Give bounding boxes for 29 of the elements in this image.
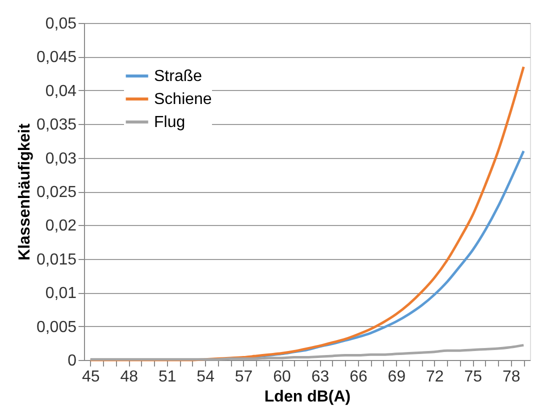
y-tick-label: 0,03	[45, 150, 77, 168]
x-tick-label: 57	[234, 368, 253, 386]
legend-label: Straße	[154, 68, 202, 85]
x-tick-label: 60	[273, 368, 292, 386]
x-tick-label: 69	[388, 368, 406, 386]
y-tick-label: 0,005	[36, 318, 77, 336]
y-tick-label: 0,015	[36, 251, 77, 268]
x-tick-label: 75	[464, 368, 482, 386]
x-tick-label: 66	[350, 368, 368, 386]
y-tick-label: 0,035	[36, 116, 77, 134]
x-tick-label: 48	[120, 368, 138, 386]
y-tick-label: 0,01	[45, 285, 77, 302]
line-series	[89, 344, 525, 361]
legend-label: Schiene	[154, 91, 212, 108]
x-tick-label: 78	[502, 368, 520, 386]
x-tick-label: 45	[82, 368, 100, 386]
legend-label: Flug	[154, 114, 186, 131]
x-tick-label: 72	[426, 368, 444, 386]
y-tick-label: 0,04	[45, 82, 77, 100]
x-tick-label: 54	[196, 368, 215, 386]
y-tick-label: 0,025	[36, 184, 77, 201]
y-tick-label: 0,045	[36, 49, 77, 66]
y-axis-title: Klassenhäufigkeit	[16, 122, 34, 260]
y-tick-label: 0	[68, 352, 77, 370]
y-tick-label: 0,02	[45, 218, 77, 235]
x-tick-label: 63	[311, 368, 330, 386]
x-axis-title: Lden dB(A)	[264, 388, 351, 406]
x-tick-label: 51	[158, 368, 176, 386]
y-tick-label: 0,05	[45, 16, 77, 32]
